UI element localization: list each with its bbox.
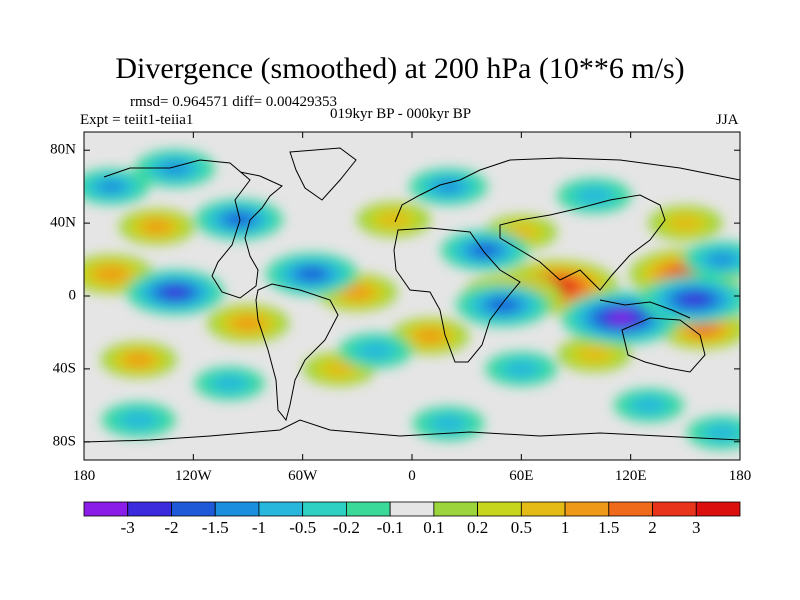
australia-coast	[621, 317, 706, 373]
field-anomaly-26-level-2	[359, 343, 392, 359]
field-anomaly-30-level-2	[122, 412, 155, 428]
lat-tick-label: 40N	[50, 214, 76, 231]
lat-tick-label: 0	[68, 287, 77, 304]
field-anomaly-8-level-3	[144, 220, 170, 233]
field-anomaly-18-level-4	[299, 268, 325, 280]
lon-tick-label: 0	[408, 468, 416, 484]
lon-tick-label: 180	[728, 468, 752, 484]
lon-tick-label: 120E	[614, 468, 647, 484]
lon-tick-label: 60W	[288, 468, 318, 484]
colorbar-swatch-2	[171, 501, 216, 517]
colorbar	[83, 501, 741, 517]
lon-tick-label: 60E	[509, 468, 534, 484]
field-anomaly-3-level-4	[691, 323, 716, 335]
colorbar-level-label: 0.1	[423, 518, 445, 537]
field-anomaly-19-level-4	[490, 299, 516, 312]
experiment-label: Expt = teiit1-teiia1	[80, 112, 194, 128]
field-anomaly-15-level-6	[609, 312, 634, 324]
colorbar-level-label: -1.5	[201, 518, 229, 537]
colorbar-swatch-3	[214, 501, 260, 517]
colorbar-swatch-12	[608, 501, 653, 517]
lat-tick-label: 40S	[52, 360, 76, 377]
field-anomaly-10-level-2	[669, 215, 702, 231]
colorbar-level-label: 0.5	[510, 518, 532, 537]
north-america-coast	[103, 159, 283, 299]
field-anomaly-17-level-5	[163, 287, 187, 298]
field-anomaly-25-level-3	[98, 180, 125, 193]
lat-tick-label: 80N	[50, 141, 76, 158]
colorbar-swatch-8	[433, 501, 479, 517]
divergence-field	[84, 149, 740, 450]
field-anomaly-23-level-3	[435, 180, 462, 193]
field-anomaly-13-level-2	[578, 346, 611, 362]
field-anomaly-5-level-3	[234, 316, 262, 330]
field-anomaly-24-level-2	[578, 188, 611, 204]
colorbar-level-label: -0.2	[332, 518, 360, 537]
field-anomaly-4-level-3	[97, 267, 126, 281]
season-label: JJA	[716, 112, 739, 128]
antarctica-coast	[84, 419, 740, 443]
africa-coast	[393, 227, 521, 363]
europe-coast	[394, 157, 740, 223]
colorbar-swatch-7	[389, 501, 435, 517]
south-america-coast	[255, 283, 339, 422]
stats-text: rmsd= 0.964571 diff= 0.00429353	[130, 94, 338, 110]
colorbar-swatch-9	[477, 501, 522, 517]
colorbar-swatch-13	[652, 501, 697, 517]
colorbar-level-label: -1	[251, 518, 267, 537]
lon-tick-label: 180	[72, 468, 96, 484]
field-anomaly-16-level-5	[681, 294, 707, 306]
lon-tick-label: 120W	[174, 468, 212, 484]
field-anomaly-31-level-2	[433, 416, 464, 431]
asia-coast	[499, 194, 666, 291]
colorbar-swatch-6	[345, 501, 391, 517]
colorbar-swatch-10	[520, 501, 566, 517]
plot-title: Divergence (smoothed) at 200 hPa (10**6 …	[115, 52, 685, 85]
colorbar-level-label: 0.2	[466, 518, 489, 537]
field-anomaly-21-level-4	[226, 213, 251, 226]
colorbar-level-label: -0.5	[289, 518, 317, 537]
colorbar-level-label: -0.1	[376, 518, 404, 537]
greenland-coast	[289, 147, 357, 201]
colorbar-swatch-11	[564, 501, 610, 517]
field-anomaly-9-level-2	[377, 211, 410, 228]
coastlines	[84, 147, 740, 443]
field-anomaly-20-level-4	[472, 244, 497, 257]
field-anomaly-7-level-3	[417, 329, 444, 343]
colorbar-level-label: 2	[648, 518, 657, 537]
colorbar-level-label: 1.5	[598, 518, 620, 537]
field-anomaly-33-level-3	[708, 253, 735, 266]
field-anomaly-14-level-2	[323, 361, 355, 377]
lat-tick-label: 80S	[52, 433, 76, 450]
axis-ticks	[83, 132, 741, 460]
field-anomaly-27-level-2	[505, 361, 537, 377]
field-anomaly-28-level-2	[214, 376, 245, 391]
period-label: 019kyr BP - 000kyr BP	[330, 106, 472, 122]
colorbar-swatch-0	[83, 501, 129, 517]
field-anomaly-32-level-2	[706, 425, 737, 440]
colorbar-level-label: -3	[120, 518, 135, 537]
colorbar-swatch-1	[127, 501, 172, 517]
field-anomaly-6-level-3	[344, 286, 371, 299]
colorbar-swatch-4	[258, 501, 304, 517]
colorbar-level-label: -2	[164, 518, 179, 537]
colorbar-level-label: 3	[692, 518, 701, 537]
colorbar-swatch-14	[695, 501, 741, 517]
field-anomaly-12-level-3	[126, 353, 152, 366]
colorbar-swatch-5	[302, 501, 347, 517]
indonesia-coast	[599, 299, 691, 319]
field-anomaly-29-level-2	[633, 398, 664, 413]
colorbar-level-label: 1	[560, 518, 570, 537]
